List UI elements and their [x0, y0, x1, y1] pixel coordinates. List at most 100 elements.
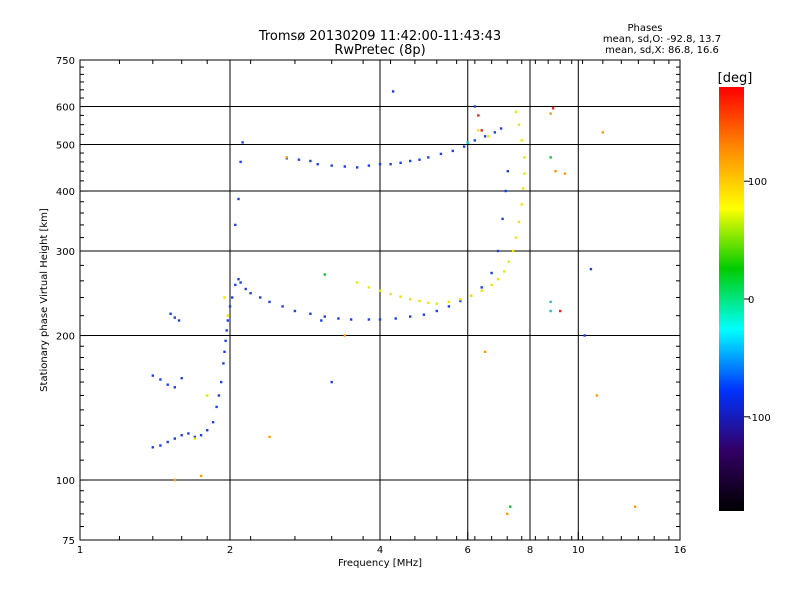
scatter-point: [507, 260, 510, 263]
colorbar-tick-label: 100: [748, 177, 767, 188]
scatter-point: [226, 314, 229, 317]
scatter-point: [523, 156, 526, 159]
y-tick-label: 75: [62, 536, 75, 547]
scatter-point: [589, 267, 593, 271]
scatter-point: [173, 437, 176, 440]
scatter-point: [549, 300, 552, 304]
scatter-point: [193, 435, 196, 439]
y-tick-label: 200: [56, 332, 75, 343]
scatter-point: [349, 318, 353, 321]
scatter-point: [309, 159, 312, 163]
scatter-point: [480, 286, 483, 289]
scatter-point: [517, 220, 521, 224]
scatter-point: [323, 315, 326, 318]
x-tick-label: 6: [465, 545, 471, 556]
chart-title: Tromsø 20130209 11:42:00-11:43:43: [258, 29, 501, 44]
scatter-point: [459, 298, 462, 301]
scatter-point: [231, 296, 234, 299]
x-tick-label: 16: [674, 545, 687, 556]
scatter-point: [239, 160, 242, 164]
scatter-point: [633, 505, 637, 508]
y-tick-label: 500: [56, 141, 75, 152]
scatter-point: [451, 149, 454, 153]
scatter-point: [343, 165, 346, 168]
scatter-point: [234, 283, 237, 287]
scatter-point: [493, 131, 496, 134]
scatter-point: [323, 273, 326, 276]
x-tick-label: 10: [572, 545, 585, 556]
chart-subtitle: RwPretec (8p): [334, 43, 425, 58]
phases-o-stats: mean, sd,O: -92.8, 13.7: [603, 34, 721, 45]
scatter-point: [473, 139, 476, 142]
scatter-point: [378, 289, 382, 292]
scatter-point: [399, 295, 402, 298]
y-axis-label: Stationary phase Virtual Height [km]: [39, 208, 50, 392]
scatter-point: [159, 444, 162, 447]
scatter-point: [466, 141, 469, 144]
x-tick-label: 4: [377, 545, 383, 556]
scatter-point: [563, 172, 567, 175]
scatter-point: [220, 380, 223, 384]
scatter-point: [309, 312, 312, 315]
scatter-point: [180, 377, 183, 380]
scatter-point: [297, 158, 301, 161]
scatter-point: [215, 405, 218, 409]
scatter-point: [496, 278, 500, 281]
scatter-point: [281, 305, 284, 308]
scatter-point: [418, 158, 421, 161]
scatter-point: [206, 394, 209, 397]
scatter-point: [228, 305, 232, 308]
scatter-point: [511, 249, 515, 253]
scatter-point: [504, 189, 507, 193]
scatter-point: [506, 170, 509, 173]
scatter-point: [151, 374, 154, 377]
scatter-point: [223, 350, 226, 353]
scatter-point: [459, 299, 462, 303]
scatter-point: [551, 107, 555, 110]
scatter-point: [439, 152, 443, 156]
scatter-point: [268, 300, 271, 304]
scatter-point: [234, 223, 237, 227]
scatter-point: [367, 164, 371, 167]
scatter-point: [222, 362, 225, 365]
phases-x-stats: mean, sd,X: 86.8, 16.6: [605, 45, 719, 56]
scatter-point: [499, 127, 503, 130]
scatter-point: [509, 505, 512, 508]
colorbar-label: [deg]: [718, 71, 753, 86]
scatter-point: [177, 319, 181, 322]
scatter-point: [285, 156, 288, 159]
scatter-point: [206, 429, 209, 432]
scatter-point: [378, 318, 382, 321]
scatter-point: [399, 161, 402, 164]
scatter-point: [490, 271, 493, 275]
scatter-point: [435, 309, 438, 313]
scatter-point: [389, 163, 392, 166]
scatter-point: [427, 301, 430, 304]
grid-lines: [80, 60, 680, 540]
scatter-point: [549, 156, 552, 159]
x-axis-label: Frequency [MHz]: [338, 558, 422, 569]
scatter-point: [487, 135, 490, 138]
y-axis-ticks: 75 100 200 300 400 500 600 750: [56, 56, 680, 547]
scatter-point: [480, 289, 483, 292]
scatter-point: [394, 317, 397, 320]
scatter-point: [391, 90, 395, 93]
scatter-point: [480, 129, 483, 132]
scatter-point: [316, 163, 319, 166]
scatter-point: [337, 317, 340, 320]
scatter-point: [330, 164, 333, 167]
scatter-point: [601, 131, 604, 134]
y-tick-label: 100: [56, 476, 75, 487]
scatter-point: [520, 139, 523, 142]
colorbar-ticks: 100 0 -100: [744, 177, 771, 424]
colorbar: [719, 87, 744, 511]
scatter-point: [447, 300, 451, 304]
colorbar-tick-label: 0: [748, 295, 754, 306]
scatter-point: [330, 380, 333, 384]
scatter-point: [268, 435, 271, 439]
scatter-point: [320, 319, 323, 322]
scatter-point: [477, 114, 480, 117]
scatter-point: [224, 339, 227, 342]
scatter-point: [241, 141, 244, 144]
